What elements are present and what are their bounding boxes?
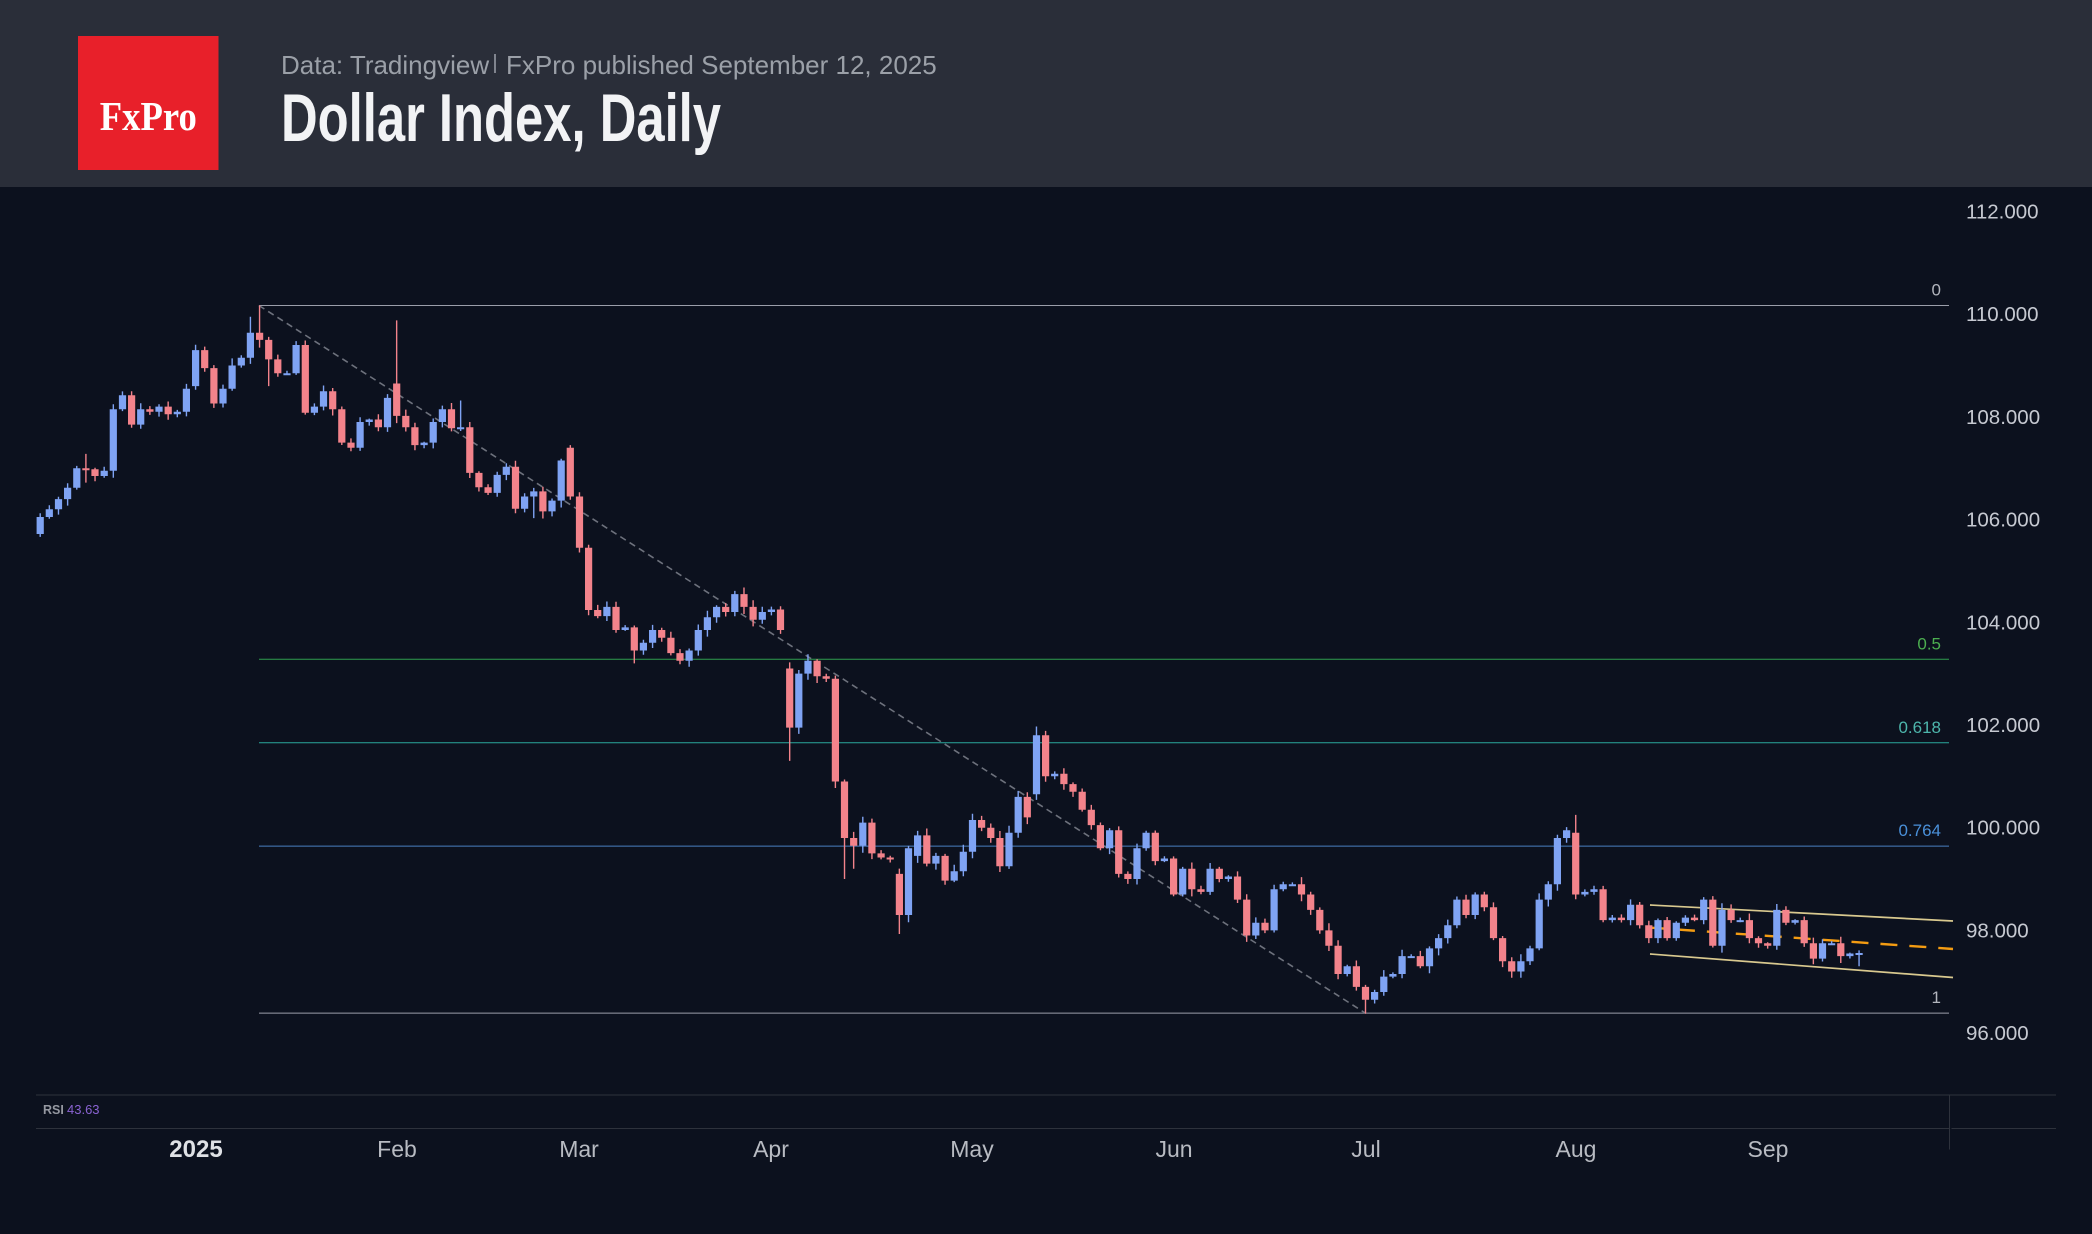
svg-text:104.000: 104.000 [1966,611,2040,634]
svg-text:110.000: 110.000 [1966,303,2039,326]
svg-text:0.5: 0.5 [1917,634,1941,653]
svg-text:96.000: 96.000 [1966,1022,2029,1045]
svg-text:112.000: 112.000 [1966,201,2039,224]
svg-text:106.000: 106.000 [1966,509,2040,532]
svg-text:98.000: 98.000 [1966,919,2029,942]
svg-text:108.000: 108.000 [1966,406,2040,429]
svg-text:Mar: Mar [559,1136,599,1162]
svg-text:Feb: Feb [377,1136,417,1162]
svg-text:Sep: Sep [1748,1136,1789,1162]
svg-text:0.618: 0.618 [1898,718,1941,737]
svg-text:0: 0 [1932,281,1941,300]
svg-text:FxPro published September 12,: FxPro published September 12, 2025 [506,50,937,80]
svg-text:Jul: Jul [1351,1136,1380,1162]
svg-text:Apr: Apr [753,1136,789,1162]
svg-text:1: 1 [1932,988,1941,1007]
svg-text:2025: 2025 [169,1136,222,1163]
svg-text:0.764: 0.764 [1898,821,1941,840]
svg-text:Aug: Aug [1556,1136,1597,1162]
svg-text:RSI: RSI [43,1103,64,1117]
svg-text:Dollar Index, Daily: Dollar Index, Daily [281,80,721,156]
svg-text:Jun: Jun [1155,1136,1192,1162]
svg-text:Data: Tradingview: Data: Tradingview [281,50,489,80]
svg-text:43.63: 43.63 [67,1102,100,1117]
svg-text:100.000: 100.000 [1966,817,2040,840]
svg-text:FxPro: FxPro [100,93,197,139]
svg-text:102.000: 102.000 [1966,714,2040,737]
svg-text:May: May [950,1136,994,1162]
